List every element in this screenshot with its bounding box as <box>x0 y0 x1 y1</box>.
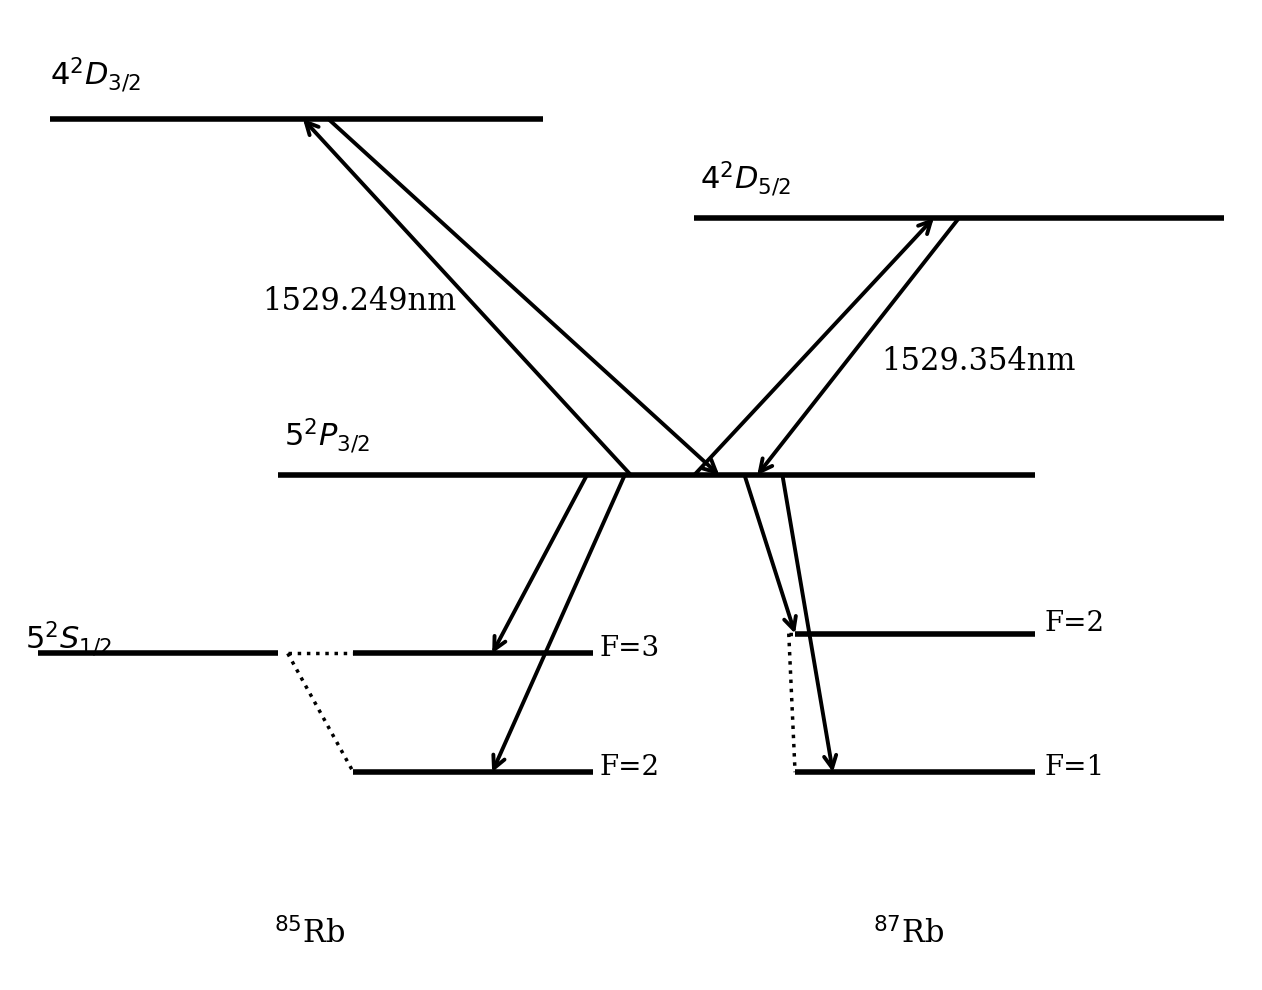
Text: $^{85}$Rb: $^{85}$Rb <box>274 918 345 950</box>
Text: F=2: F=2 <box>599 753 660 781</box>
Text: $^{87}$Rb: $^{87}$Rb <box>873 918 944 950</box>
Text: $5^2P_{3/2}$: $5^2P_{3/2}$ <box>284 417 370 455</box>
Text: $4^2D_{5/2}$: $4^2D_{5/2}$ <box>700 159 791 198</box>
Text: F=2: F=2 <box>1045 610 1106 638</box>
Text: 1529.249nm: 1529.249nm <box>262 286 457 318</box>
Text: F=3: F=3 <box>599 635 660 662</box>
Text: 1529.354nm: 1529.354nm <box>881 346 1075 377</box>
Text: $4^2D_{3/2}$: $4^2D_{3/2}$ <box>50 55 141 94</box>
Text: $5^2S_{1/2}$: $5^2S_{1/2}$ <box>25 620 112 657</box>
Text: F=1: F=1 <box>1045 753 1106 781</box>
